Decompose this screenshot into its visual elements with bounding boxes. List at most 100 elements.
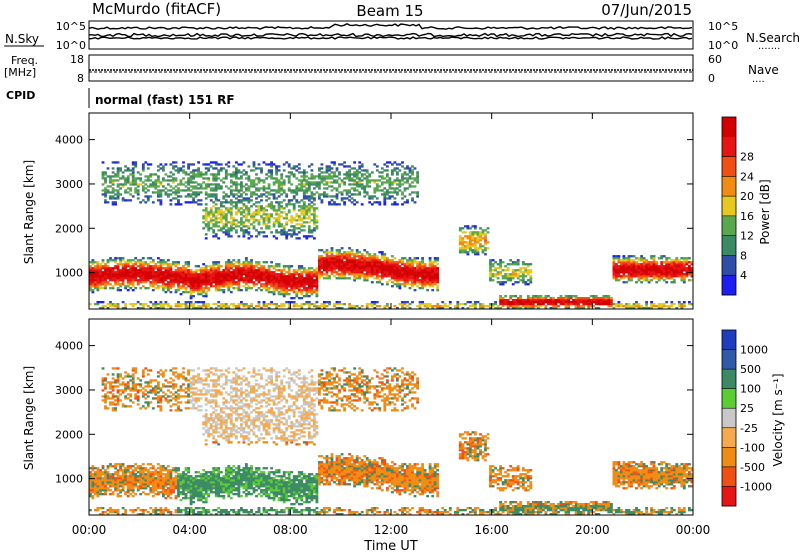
y-tick-label: 3000 [55, 178, 83, 191]
velocity-cell [106, 487, 110, 490]
power-cell [511, 271, 515, 274]
power-cell [265, 209, 268, 212]
power-cell [300, 209, 304, 212]
power-cell [109, 185, 112, 188]
power-cell [423, 263, 427, 266]
power-cell [164, 261, 168, 264]
power-cell [227, 281, 231, 284]
power-cell [157, 287, 160, 290]
power-cell [265, 279, 268, 282]
power-cell [212, 229, 216, 232]
power-cell [174, 289, 178, 292]
power-cell [594, 307, 598, 310]
power-cell [197, 293, 200, 296]
power-cell [471, 249, 475, 252]
power-cell [280, 273, 284, 276]
power-cell [587, 307, 591, 310]
power-cell [652, 265, 656, 268]
power-cell [353, 271, 356, 274]
power-cell [506, 305, 510, 308]
power-cell [436, 307, 440, 310]
power-cell [335, 175, 339, 178]
power-cell [378, 305, 382, 308]
power-cell [96, 267, 100, 270]
power-cell [295, 285, 299, 288]
power-cell [245, 263, 248, 266]
power-cell [174, 191, 178, 194]
power-cell [310, 173, 314, 176]
power-cell [348, 269, 351, 272]
power-cell [610, 303, 613, 306]
power-cell [368, 265, 372, 268]
power-cell [257, 233, 261, 236]
power-cell [360, 163, 364, 166]
power-cell [169, 163, 173, 166]
power-cell [297, 297, 301, 300]
power-cell [250, 271, 253, 274]
power-cell [511, 261, 515, 264]
power-cell [300, 275, 304, 278]
power-cell [177, 283, 180, 286]
power-cell [305, 301, 309, 304]
power-cell [620, 263, 623, 266]
power-cell [229, 179, 233, 182]
power-cell [131, 267, 135, 270]
power-cell [416, 261, 419, 264]
power-cell [169, 273, 173, 276]
power-cell [617, 273, 621, 276]
velocity-cell [106, 477, 110, 480]
power-cell [214, 163, 218, 166]
power-cell [119, 283, 122, 286]
power-cell [667, 267, 671, 270]
power-cell [189, 293, 193, 296]
power-cell [260, 275, 263, 278]
velocity-cell [96, 467, 100, 470]
power-cell [640, 269, 643, 272]
power-cell [667, 271, 671, 274]
power-cell [189, 271, 193, 274]
power-cell [111, 187, 115, 190]
power-cell [559, 303, 563, 306]
power-cell [116, 191, 120, 194]
power-cell [144, 175, 148, 178]
power-cell [280, 229, 284, 232]
power-cell [423, 269, 427, 272]
power-cell [207, 195, 211, 198]
velocity-cell [121, 391, 125, 394]
velocity-cell [89, 475, 92, 478]
velocity-cell [109, 493, 112, 496]
power-cell [270, 273, 273, 276]
power-cell [167, 277, 170, 280]
power-cell [350, 257, 354, 260]
power-cell [323, 251, 326, 254]
power-cell [630, 279, 633, 282]
power-cell [257, 275, 261, 278]
power-cell [335, 167, 339, 170]
power-cell [136, 279, 140, 282]
power-cell [307, 197, 311, 200]
power-cell [174, 275, 178, 278]
power-cell [396, 203, 399, 206]
power-cell [106, 283, 110, 286]
power-cell [411, 269, 414, 272]
power-cell [579, 297, 583, 300]
power-cell [212, 267, 216, 270]
power-cell [476, 231, 480, 234]
power-cell [662, 267, 666, 270]
power-cell [151, 259, 155, 262]
power-cell [131, 171, 135, 174]
power-cell [469, 227, 472, 230]
power-cell [403, 281, 407, 284]
velocity-cell [104, 471, 107, 474]
velocity-cell [111, 409, 115, 412]
velocity-cell [116, 493, 120, 496]
power-cell [159, 203, 163, 206]
power-cell [416, 269, 419, 272]
power-cell [129, 269, 133, 272]
power-cell [307, 177, 311, 180]
power-cell [340, 163, 344, 166]
velocity-cell [104, 387, 107, 390]
power-cell [315, 305, 319, 308]
power-cell [297, 269, 301, 272]
velocity-cell [121, 471, 125, 474]
